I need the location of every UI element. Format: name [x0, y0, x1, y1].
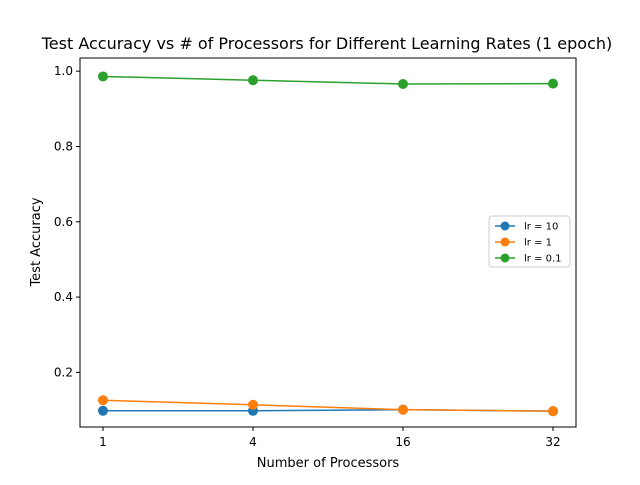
- x-tick-label: 4: [249, 435, 257, 449]
- legend-item: lr = 1: [495, 237, 552, 249]
- legend-marker: [500, 253, 510, 263]
- series-line: [102, 399, 554, 412]
- data-point: [548, 406, 558, 417]
- data-point: [248, 399, 258, 410]
- series-2: [98, 71, 558, 89]
- data-point: [398, 404, 408, 415]
- legend: lr = 10 lr = 1 lr = 0.1: [488, 215, 571, 268]
- x-tick-label: 16: [395, 435, 410, 449]
- legend-marker: [500, 221, 510, 231]
- data-point: [98, 71, 108, 82]
- y-tick-label: 0.4: [54, 290, 73, 304]
- data-point: [398, 78, 408, 89]
- legend-item: lr = 0.1: [495, 253, 562, 265]
- data-point: [548, 78, 558, 89]
- legend-box: [488, 215, 571, 268]
- x-axis-label: Number of Processors: [257, 456, 400, 471]
- y-tick-label: 0.8: [54, 139, 73, 153]
- x-tick-label: 32: [545, 435, 560, 449]
- series-line: [102, 75, 554, 85]
- data-point: [248, 75, 258, 86]
- series-1: [98, 395, 558, 417]
- data-point: [98, 405, 108, 416]
- y-tick-label: 0.2: [54, 365, 73, 379]
- x-axis: 1 4 16 32: [99, 427, 561, 449]
- y-tick-label: 1.0: [54, 64, 73, 78]
- legend-label: lr = 1: [524, 238, 552, 249]
- legend-label: lr = 10: [524, 222, 558, 233]
- legend-item: lr = 10: [495, 221, 558, 233]
- legend-label: lr = 0.1: [524, 254, 562, 265]
- y-axis-label: Test Accuracy: [29, 197, 44, 287]
- y-axis: 0.2 0.4 0.6 0.8 1.0: [54, 64, 80, 379]
- y-tick-label: 0.6: [54, 215, 73, 229]
- plot-area-frame: [79, 57, 577, 428]
- x-tick-label: 1: [99, 435, 107, 449]
- legend-marker: [500, 237, 510, 247]
- data-point: [98, 395, 108, 406]
- series-group: [98, 71, 558, 417]
- chart-title: Test Accuracy vs # of Processors for Dif…: [41, 34, 613, 53]
